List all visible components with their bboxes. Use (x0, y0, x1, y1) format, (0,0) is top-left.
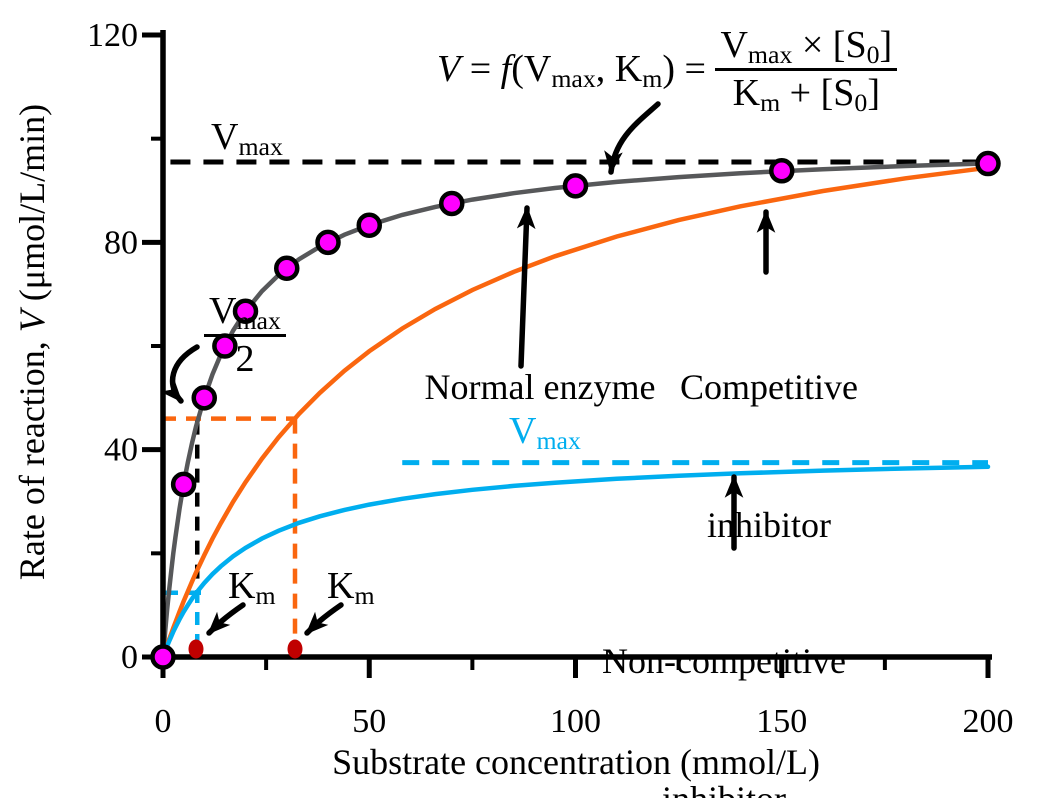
data-point (562, 173, 589, 199)
vmax-label-normal: Vmax (211, 116, 283, 161)
vmax-half-numerator: Vmax (204, 292, 286, 337)
y-tick-label: 120 (87, 17, 138, 54)
km-marker-dot (287, 639, 303, 659)
y-tick-label: 80 (104, 224, 138, 261)
data-point (232, 298, 259, 325)
normal-enzyme-label: Normal enzyme (424, 367, 656, 407)
y-axis-title: Rate of reaction, V (μmol/L/min) (12, 103, 52, 581)
noncompetitive-inhibitor-line1: Non-competitive (602, 641, 846, 682)
vmax-half-arrow (160, 344, 200, 404)
rate-equation-formula: V = f(Vmax, Km) = Vmax × [S0] Km + [S0] (437, 26, 898, 117)
data-point (150, 644, 176, 670)
data-point (170, 471, 197, 498)
x-tick-label: 0 (155, 703, 172, 740)
normal-enzyme-arrow (516, 205, 536, 369)
competitive-inhibitor-line1: Competitive (680, 367, 858, 408)
x-tick-label: 150 (756, 703, 807, 740)
km-label-normal: Km (228, 565, 276, 610)
data-point (356, 212, 382, 238)
km-marker-dot (188, 639, 204, 659)
data-point (315, 229, 341, 256)
formula-arrow (604, 101, 661, 175)
x-axis-title: Substrate concentration (mmol/L) (332, 742, 820, 782)
km-normal-arrow (206, 602, 246, 636)
data-point (191, 385, 217, 411)
y-tick-label: 0 (121, 639, 138, 676)
competitive-inhibitor-line2: inhibitor (706, 505, 831, 546)
data-point (274, 255, 300, 282)
formula-fraction: Vmax × [S0] Km + [S0] (715, 26, 898, 117)
km-competitive-arrow (304, 602, 344, 636)
x-tick-label: 100 (550, 703, 601, 740)
x-tick-label: 200 (963, 703, 1014, 740)
competitive-inhibitor-label: Competitive inhibitor (680, 272, 858, 641)
vmax-half-label: Vmax 2 (166, 254, 286, 416)
data-point (975, 150, 1001, 177)
noncompetitive-inhibitor-curve (160, 464, 991, 660)
formula-numerator: Vmax × [S0] (715, 26, 898, 71)
formula-lhs: V = f(Vmax, Km) = (437, 48, 716, 93)
data-point (439, 190, 465, 217)
x-tick-label: 50 (352, 703, 386, 740)
data-point (769, 158, 795, 184)
noncompetitive-inhibitor-line2: inhibitor (602, 776, 846, 798)
formula-denominator: Km + [S0] (732, 72, 880, 117)
y-tick-label: 40 (104, 432, 138, 469)
km-label-competitive: Km (327, 565, 375, 610)
vmax-half-denominator: 2 (235, 338, 255, 380)
noncompetitive-inhibitor-label: Non-competitive inhibitor (602, 546, 846, 798)
vmax-label-noncompetitive: Vmax (509, 410, 581, 455)
